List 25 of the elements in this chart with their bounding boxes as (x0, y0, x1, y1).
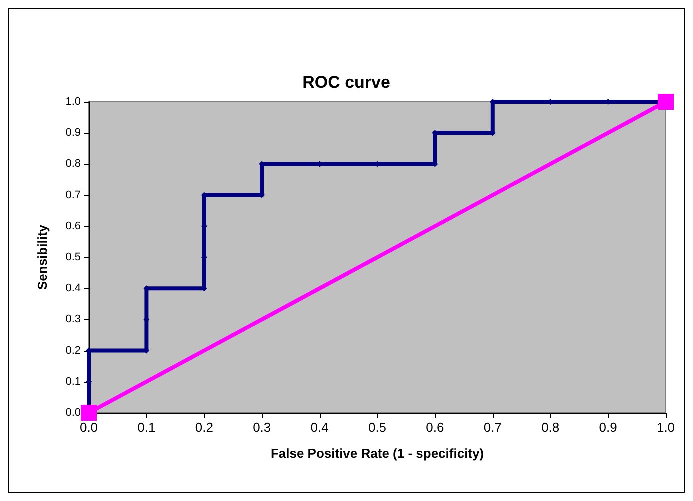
y-tick-label: 1.0 (66, 96, 81, 108)
y-tick-label: 0.3 (66, 314, 81, 326)
x-tick-label: 1.0 (656, 420, 676, 435)
y-tick-label: 0.9 (66, 127, 81, 140)
x-tick-label: 0.7 (484, 420, 502, 435)
x-tick-label: 0.5 (368, 420, 387, 435)
x-tick-label: 0.2 (195, 420, 214, 435)
y-tick-label: 0.8 (66, 158, 81, 170)
y-tick-label: 0.4 (66, 282, 81, 295)
y-tick-label: 0.6 (66, 220, 81, 232)
x-tick-label: 0.8 (542, 420, 560, 435)
x-tick-label: 0.1 (138, 420, 156, 435)
x-tick-label: 0.4 (310, 420, 329, 435)
x-tick-label: 0.9 (599, 420, 618, 435)
x-axis-title: False Positive Rate (1 - specificity) (270, 446, 484, 461)
x-tick-label: 0.6 (426, 420, 444, 435)
x-tick-label: 0.0 (80, 420, 98, 435)
x-tick-label: 0.3 (253, 420, 272, 435)
y-tick-label: 0.1 (66, 376, 81, 388)
chart-title: ROC curve (302, 73, 390, 92)
y-tick-label: 0.2 (66, 344, 81, 357)
y-tick-label: 0.7 (66, 189, 81, 202)
y-axis-title: Sensibility (35, 224, 50, 290)
y-tick-label: 0.5 (66, 252, 81, 264)
y-tick-label: 0.0 (66, 407, 81, 419)
